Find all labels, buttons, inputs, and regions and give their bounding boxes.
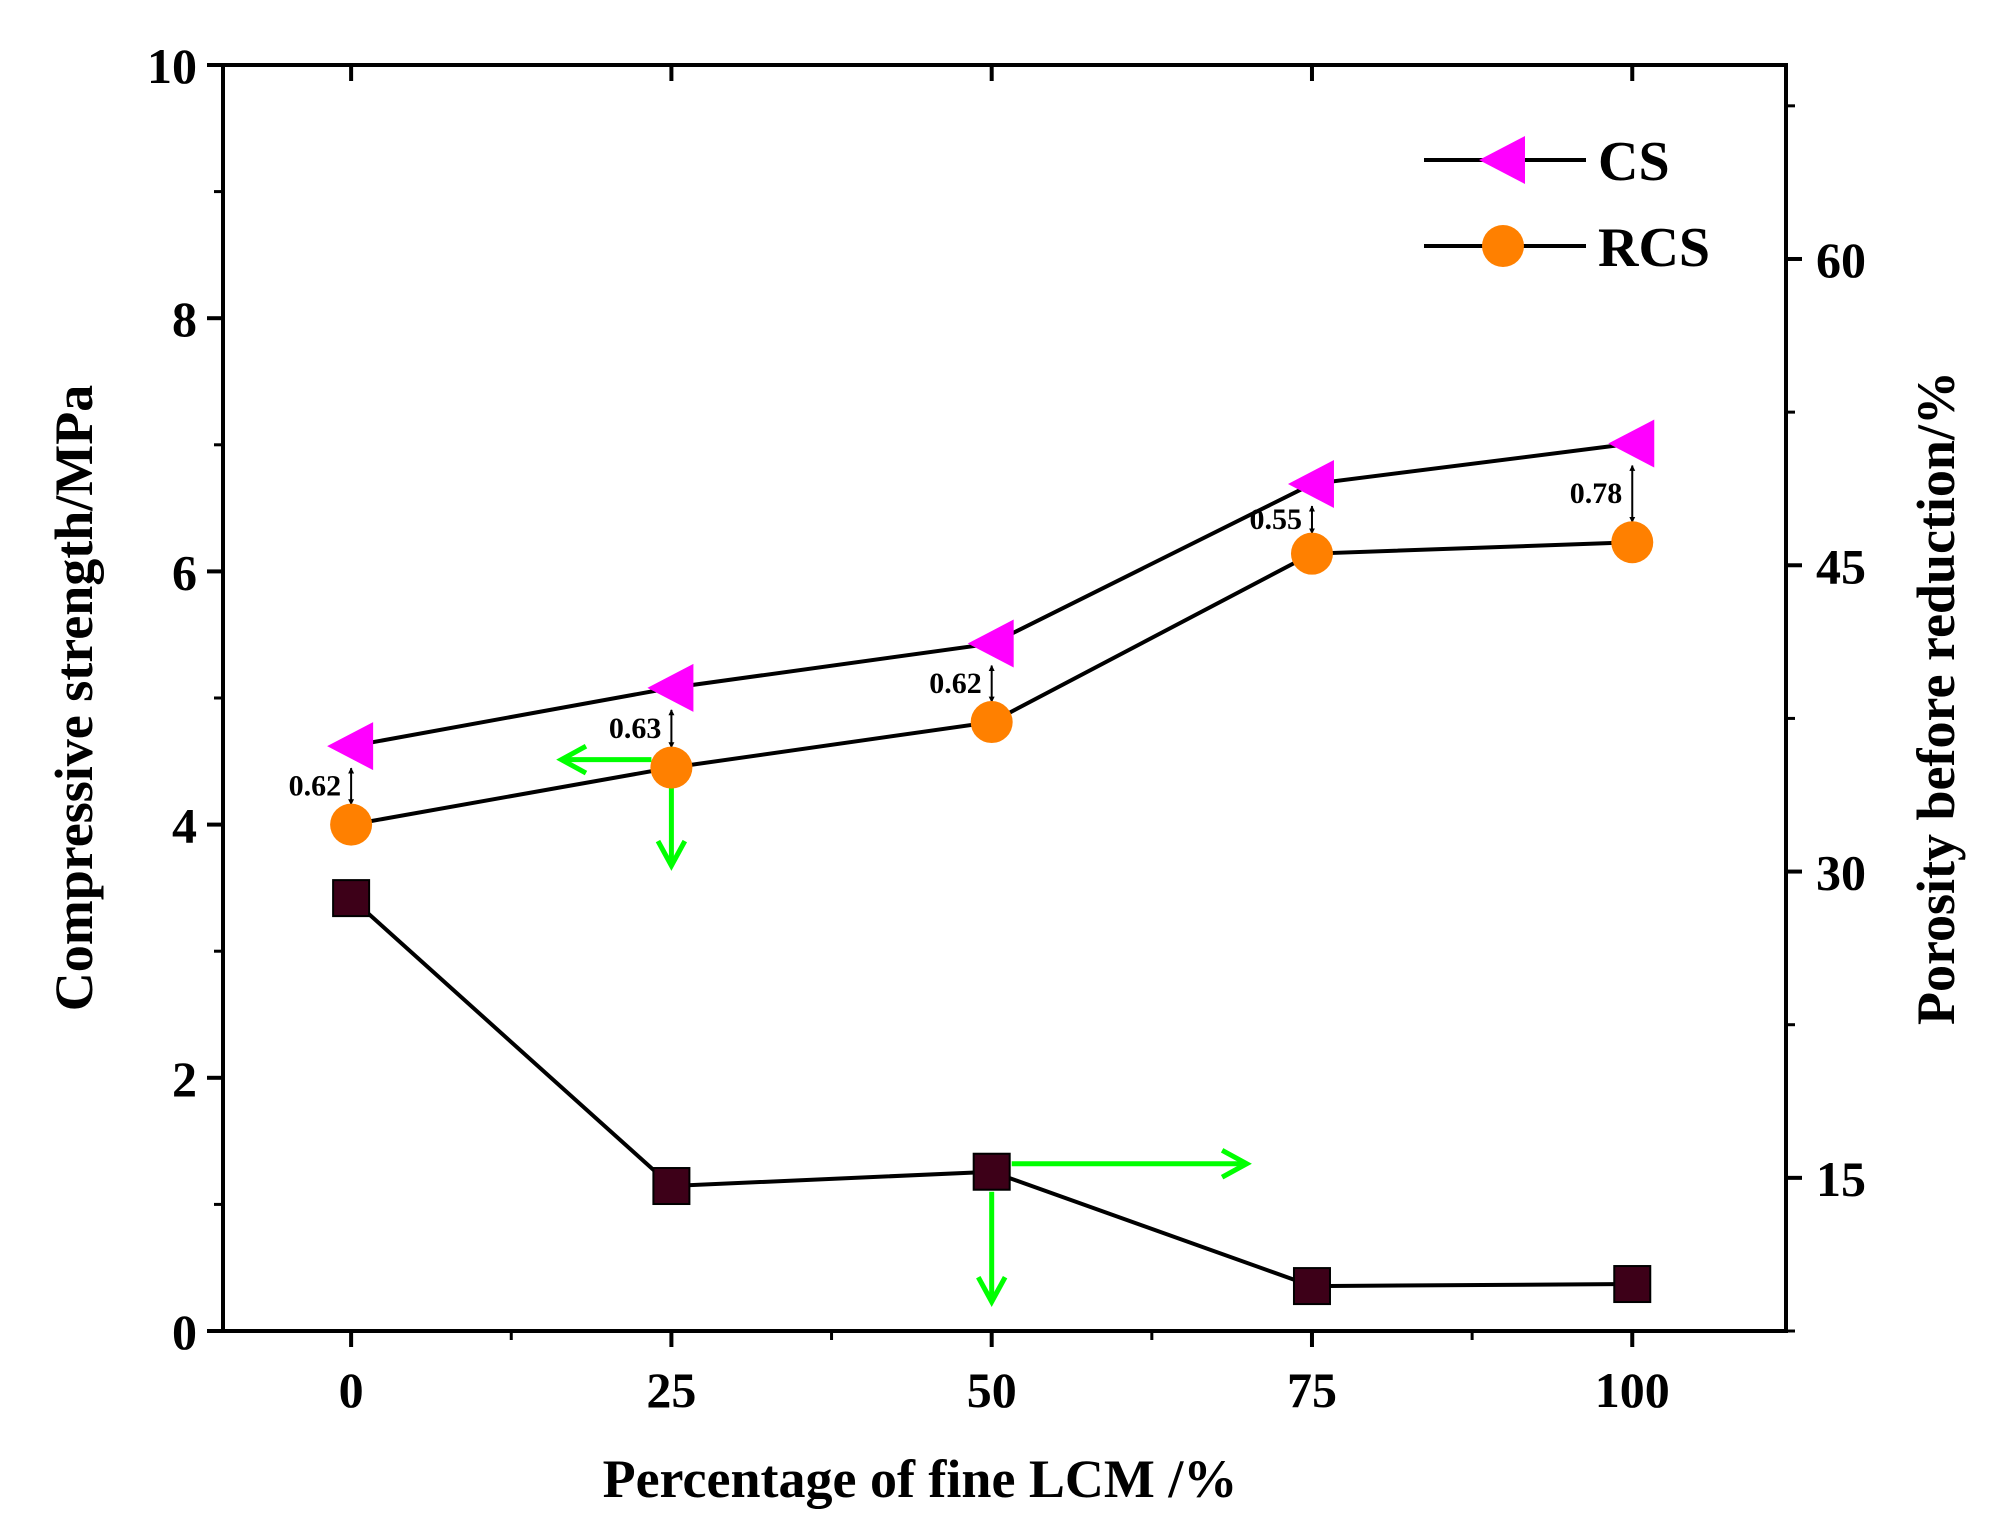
x-tick-label: 50 <box>967 1362 1017 1418</box>
point-cs <box>327 722 374 771</box>
point-rcs <box>1290 532 1333 575</box>
point-porosity <box>332 879 371 918</box>
point-cs <box>647 663 694 712</box>
y2-tick-label: 15 <box>1816 1151 1866 1207</box>
difference-label: 0.63 <box>609 712 662 745</box>
x-tick-label: 100 <box>1595 1362 1670 1418</box>
legend-label: RCS <box>1598 217 1710 279</box>
point-porosity <box>1613 1265 1652 1304</box>
legend: CS RCS <box>1424 131 1710 279</box>
y2-tick-label: 60 <box>1816 232 1866 288</box>
difference-label: 0.62 <box>929 667 982 700</box>
point-rcs <box>1611 521 1654 564</box>
point-rcs <box>970 701 1013 744</box>
plot-frame <box>221 63 1788 1333</box>
difference-label: 0.78 <box>1570 477 1623 510</box>
point-porosity <box>1292 1267 1331 1306</box>
down-indicator-porosity-head <box>976 1275 1008 1307</box>
left-axis-indicator-head <box>556 744 588 776</box>
x-tick-label: 0 <box>339 1362 364 1418</box>
series-markers <box>327 419 1655 1306</box>
point-porosity <box>652 1167 691 1206</box>
point-cs <box>1608 419 1655 468</box>
y-tick-label: 2 <box>172 1051 197 1107</box>
point-cs <box>1287 460 1334 509</box>
legend-marker <box>1482 225 1524 267</box>
y-tick-label: 8 <box>172 291 197 347</box>
point-porosity <box>972 1152 1011 1191</box>
difference-label: 0.62 <box>289 769 342 802</box>
right-axis-indicator-head <box>1220 1148 1252 1180</box>
down-indicator-rcs-head <box>655 839 688 871</box>
difference-label: 0.55 <box>1249 503 1302 536</box>
y-tick-label: 4 <box>172 798 197 854</box>
y2-tick-label: 45 <box>1816 538 1866 594</box>
x-axis-title: Percentage of fine LCM /% <box>603 1449 1238 1509</box>
point-cs <box>967 619 1014 668</box>
y2-axis-title: Porosity before reduction/% <box>1906 371 1966 1025</box>
y2-tick-label: 30 <box>1816 845 1866 901</box>
y-tick-label: 6 <box>172 544 197 600</box>
axes: 0 25 50 75 100 0 2 4 6 8 10 15 30 45 60 <box>147 38 1866 1418</box>
legend-label: CS <box>1598 131 1670 193</box>
y-axis-title: Compressive strength/MPa <box>44 385 104 1011</box>
y-tick-label: 10 <box>147 38 197 94</box>
x-tick-label: 25 <box>646 1362 696 1418</box>
difference-annotations: 0.62 0.63 0.62 0.55 0.78 <box>289 464 1636 806</box>
y-tick-label: 0 <box>172 1304 197 1360</box>
legend-marker <box>1479 136 1525 184</box>
point-rcs <box>330 803 373 846</box>
trend-indicators <box>556 744 1252 1307</box>
x-tick-label: 75 <box>1287 1362 1337 1418</box>
point-rcs <box>650 746 693 789</box>
